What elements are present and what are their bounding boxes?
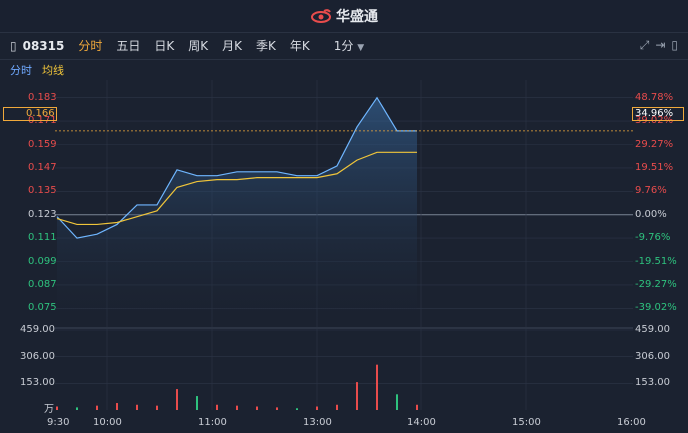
volume-bar (156, 405, 158, 410)
stock-code[interactable]: 08315 (22, 38, 65, 53)
volume-bar (116, 403, 118, 410)
brand: 华盛通 (310, 6, 378, 26)
time-tick-label: 16:00 (617, 417, 646, 428)
volume-bar (296, 408, 298, 410)
volume-tick-label: 306.00 (635, 350, 670, 362)
price-tick-label: 0.099 (28, 255, 57, 267)
time-tick-label: 9:30 (47, 417, 70, 428)
percent-tick-label: -29.27% (635, 278, 677, 290)
volume-bar (276, 407, 278, 410)
price-tick-label: 0.111 (28, 232, 57, 244)
brand-name: 华盛通 (336, 9, 378, 25)
time-tick-label: 14:00 (407, 417, 436, 428)
volume-bar (416, 404, 418, 410)
volume-tick-label: 459.00 (635, 324, 670, 335)
volume-bar (256, 406, 258, 410)
price-tick-label: 0.183 (28, 91, 57, 103)
toolbar: ▯ 08315 分时 五日 日K 周K 月K 季K 年K 1分 ▼ ⤢ ⇥ ▯ (0, 33, 688, 58)
percent-tick-label: 48.78% (635, 91, 674, 103)
volume-bar (216, 404, 218, 410)
subtab-avg-line[interactable]: 均线 (42, 64, 64, 77)
sub-tabs: 分时 均线 (0, 59, 688, 80)
volume-bar (396, 394, 398, 410)
percent-tick-label: -39.02% (635, 302, 677, 314)
tab-timeline[interactable]: 分时 (78, 39, 103, 53)
volume-bar (76, 407, 78, 410)
volume-tick-label: 306.00 (20, 350, 55, 362)
volume-bar (196, 396, 198, 410)
interval-select[interactable]: 1分 ▼ (334, 37, 364, 54)
current-price-marker: 0.166 (3, 107, 57, 121)
sidebar-icon[interactable]: ▯ (671, 38, 678, 52)
avg-line (56, 151, 417, 226)
price-line (56, 96, 417, 239)
volume-tick-label: 153.00 (20, 377, 55, 389)
volume-bar (356, 382, 358, 410)
tab-yearly-k[interactable]: 年K (289, 39, 310, 53)
tab-weekly-k[interactable]: 周K (188, 39, 209, 53)
tab-monthly-k[interactable]: 月K (222, 39, 243, 53)
current-pct-marker: 34.96% (632, 107, 684, 121)
price-tick-label: 0.123 (28, 208, 57, 220)
price-tick-label: 0.075 (28, 302, 57, 314)
price-tick-label: 0.147 (28, 161, 57, 173)
intraday-chart[interactable] (55, 80, 633, 415)
percent-tick-label: 19.51% (635, 161, 674, 173)
volume-bar (176, 389, 178, 410)
volume-tick-label: 153.00 (635, 377, 670, 389)
volume-bar (316, 406, 318, 410)
volume-bar (376, 364, 378, 410)
tab-five-day[interactable]: 五日 (116, 39, 141, 53)
interval-value: 1分 (333, 39, 354, 53)
volume-unit-label: 万 (44, 404, 54, 415)
window-controls: ⤢ ⇥ ▯ (640, 38, 678, 53)
price-axis: 0.183 0.171 0.159 0.147 0.135 0.123 0.111 0.099… (0, 80, 57, 415)
volume-bar (336, 404, 338, 410)
price-tick-label: 0.135 (28, 185, 57, 197)
time-tick-label: 15:00 (512, 417, 541, 428)
price-area (57, 97, 417, 320)
percent-tick-label: 0.00% (635, 208, 667, 220)
price-tick-label: 0.087 (28, 278, 57, 290)
percent-axis: 48.78% 39.02% 29.27% 19.51% 9.76% 0.00% -9.76%… (633, 80, 688, 415)
volume-tick-label: 459.00 (20, 324, 55, 335)
fullscreen-icon[interactable]: ⤢ (639, 38, 650, 52)
volume-bar (136, 404, 138, 410)
panel-toggle-icon[interactable]: ▯ (10, 38, 17, 53)
tab-daily-k[interactable]: 日K (154, 39, 175, 53)
percent-tick-label: -9.76% (635, 232, 671, 244)
volume-bar (236, 405, 238, 410)
chevron-down-icon: ▼ (357, 43, 365, 53)
huasheng-logo-icon (311, 9, 331, 23)
time-axis: 9:30 10:00 11:00 13:00 14:00 15:00 16:00 (0, 415, 688, 433)
percent-tick-label: -19.51% (635, 255, 677, 267)
volume-bar (56, 406, 58, 410)
percent-tick-label: 29.27% (635, 138, 674, 150)
expand-icon[interactable]: ⇥ (655, 38, 666, 52)
volume-bar (96, 405, 98, 410)
percent-tick-label: 9.76% (635, 185, 667, 197)
price-tick-label: 0.159 (28, 138, 57, 150)
tab-quarterly-k[interactable]: 季K (256, 39, 276, 53)
time-tick-label: 11:00 (198, 417, 227, 428)
time-tick-label: 10:00 (93, 417, 122, 428)
subtab-timeline[interactable]: 分时 (10, 64, 32, 77)
title-bar: 华盛通 (0, 0, 688, 33)
time-tick-label: 13:00 (303, 417, 332, 428)
